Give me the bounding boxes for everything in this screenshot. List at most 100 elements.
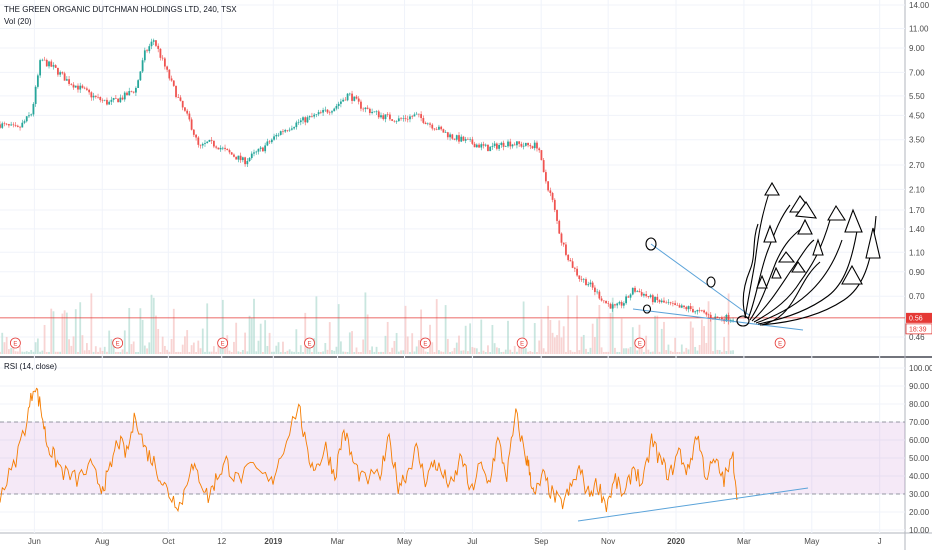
rsi-tick-label: 30.00 [909,490,930,499]
doodle-rocket-7[interactable] [844,208,863,233]
doodle-circle-mid[interactable] [706,276,716,288]
candle-body [328,112,331,114]
candle-body [83,87,86,89]
trend-line-lower[interactable] [632,308,804,331]
candle-body [34,86,37,104]
trend-line-drawings[interactable] [577,243,809,522]
doodle-rocket-3[interactable] [795,201,818,219]
earnings-marker[interactable] [112,337,124,349]
volume-bar [420,309,423,354]
volume-bar [671,351,674,354]
volume-bar [12,345,15,354]
candle-body [99,97,102,101]
rsi-series[interactable] [0,387,739,513]
candle-body [522,145,525,147]
candle-body [77,85,79,90]
candle-body [259,147,262,149]
doodle-rocket-8[interactable] [812,238,824,256]
candle-body [397,118,400,122]
candle-body [237,155,240,160]
candle-body [631,287,634,295]
volume-bar [32,351,35,354]
candle-body [665,302,668,304]
candle-body [549,190,552,194]
candle-body [172,80,175,86]
candle-body [195,134,197,138]
candle-body [181,100,184,108]
candle-body [286,130,289,131]
trend-line-rsi[interactable] [577,487,809,522]
earnings-marker[interactable] [516,337,528,349]
candle-body [576,268,578,276]
doodle-rocket-14[interactable] [865,227,881,259]
doodle-rocket-13[interactable] [841,264,863,285]
candle-body [696,309,699,312]
trend-line-upper[interactable] [650,243,750,316]
earnings-marker[interactable] [304,337,315,349]
doodle-rocket-12[interactable] [771,266,782,279]
price-tick-label: 0.46 [909,333,925,342]
candle-body [146,50,148,52]
doodle-circle-top[interactable] [645,237,657,251]
doodle-circle-base[interactable] [736,315,750,327]
earnings-marker[interactable] [774,337,786,349]
candle-body [319,112,322,113]
doodle-rocket-10[interactable] [791,260,807,273]
candle-body [246,161,249,165]
price-axis[interactable]: 14.00 11.00 9.00 7.00 5.50 4.50 3.50 2.70 2.10 1.… [909,1,930,342]
volume-bar [346,351,349,354]
candle-body [65,79,68,81]
earnings-marker[interactable] [634,337,646,349]
candle-body [302,117,304,121]
candle-body [39,60,42,76]
doodle-rocket-4[interactable] [763,224,777,243]
candle-body [132,91,135,93]
volume-bar [208,351,211,354]
candle-body [299,120,302,123]
candle-body [135,87,137,93]
volume-bar [429,324,431,354]
doodle-circle-low[interactable] [642,304,652,314]
candle-body [199,144,202,146]
candle-body [703,310,705,313]
candle-body [678,305,681,308]
candle-body [598,291,601,299]
time-tick-label: J [878,537,882,546]
volume-bar [444,305,447,354]
candle-body [25,116,28,122]
candle-body [362,108,365,110]
earnings-marker[interactable] [9,337,21,349]
volume-bar [126,351,128,354]
candle-body [79,85,82,90]
doodle-rocket-9[interactable] [777,251,796,263]
doodle-rocket-6[interactable] [827,204,847,221]
rocket-doodle[interactable] [642,181,881,327]
doodle-rocket-5[interactable] [797,218,813,235]
candle-body [473,143,476,148]
candle-body [513,144,516,146]
volume-bar [417,340,420,354]
candle-body [643,294,645,296]
doodle-rocket-11[interactable] [756,274,768,289]
earnings-marker[interactable] [419,337,431,349]
rsi-pane-bg[interactable] [0,358,905,533]
candle-body [585,279,587,286]
candle-body [683,305,685,308]
volume-bar [143,345,146,354]
volume-bar [547,305,550,354]
candle-body [21,122,24,128]
volume-bar [257,340,260,354]
volume-bar [460,350,463,354]
earnings-marker[interactable] [217,337,229,349]
rsi-tick-label: 90.00 [909,382,930,391]
doodle-rocket-1[interactable] [764,181,780,196]
candlestick-series[interactable] [0,38,734,325]
candle-body [112,98,115,100]
rsi-axis[interactable]: 100.00 90.00 80.00 70.00 60.00 50.00 40.00 30.0… [909,364,932,535]
candle-body [565,244,567,255]
time-axis[interactable]: Jun Aug Oct 12 2019 Mar May Jul Sep Nov 2020 Mar May… [28,537,882,546]
volume-bar [366,314,369,354]
candle-body [440,126,443,130]
